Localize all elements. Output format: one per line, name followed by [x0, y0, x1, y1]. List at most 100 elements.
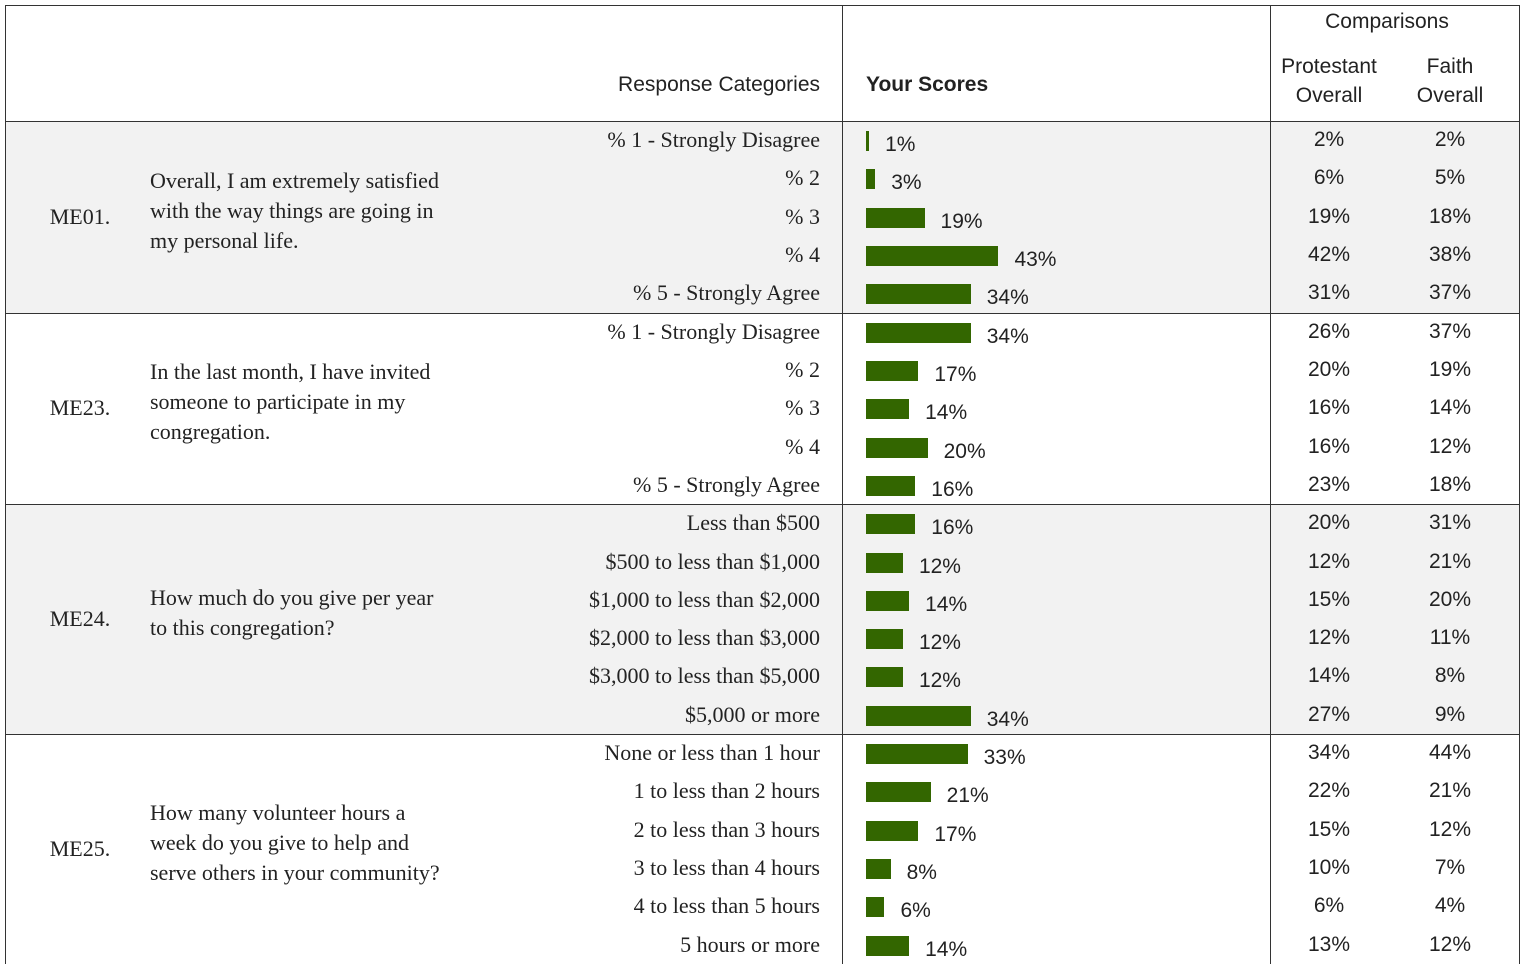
response-category: $500 to less than $1,000 — [605, 548, 821, 574]
faith-score: 11% — [1429, 626, 1471, 650]
faith-score: 20% — [1428, 587, 1472, 611]
section-background — [6, 121, 1519, 313]
protestant-score: 23% — [1307, 472, 1351, 496]
protestant-score: 12% — [1307, 549, 1351, 573]
score-label: 17% — [934, 362, 977, 386]
score-bar — [866, 514, 916, 535]
faith-score: 4% — [1434, 894, 1466, 918]
score-bar — [866, 859, 891, 880]
faith-score: 9% — [1434, 702, 1466, 726]
score-bar — [866, 169, 876, 190]
score-label: 14% — [925, 592, 968, 616]
score-bar — [866, 629, 903, 650]
faith-score: 18% — [1428, 204, 1472, 228]
score-label: 21% — [946, 784, 989, 808]
score-bar — [866, 744, 968, 765]
score-label: 34% — [986, 286, 1029, 310]
response-category: % 2 — [785, 165, 820, 191]
score-bar — [866, 552, 903, 573]
score-label: 34% — [986, 707, 1029, 731]
response-category: % 5 - Strongly Agree — [633, 471, 820, 497]
section-divider — [5, 121, 1520, 122]
column-divider — [842, 5, 843, 964]
protestant-score: 6% — [1313, 894, 1345, 918]
score-label: 20% — [943, 439, 986, 463]
border — [5, 5, 6, 964]
response-category: 5 hours or more — [680, 931, 820, 957]
score-label: 17% — [934, 822, 977, 846]
score-label: 12% — [918, 631, 961, 655]
response-category: Less than $500 — [686, 510, 820, 536]
response-category: % 3 — [785, 203, 820, 229]
faith-score: 7% — [1434, 856, 1466, 880]
question-code: ME25. — [49, 836, 111, 862]
score-label: 6% — [900, 899, 931, 923]
protestant-score: 20% — [1307, 357, 1351, 381]
score-label: 3% — [891, 171, 922, 195]
response-category: None or less than 1 hour — [604, 740, 820, 766]
score-bar — [866, 360, 919, 381]
faith-score: 14% — [1428, 396, 1472, 420]
faith-score: 38% — [1428, 242, 1472, 266]
protestant-score: 16% — [1307, 434, 1351, 458]
response-category: % 3 — [785, 395, 820, 421]
faith-score: 37% — [1428, 319, 1472, 343]
score-bar — [866, 782, 931, 803]
score-label: 8% — [906, 861, 937, 885]
comparisons-header: Comparisons — [1325, 10, 1449, 33]
score-bar — [866, 820, 919, 841]
score-bar — [866, 284, 971, 305]
score-bar — [866, 897, 885, 918]
response-category: $2,000 to less than $3,000 — [589, 625, 820, 651]
response-category: 2 to less than 3 hours — [633, 816, 820, 842]
protestant-score: 34% — [1307, 741, 1351, 765]
score-bar — [866, 705, 971, 726]
score-bar — [866, 437, 928, 458]
protestant-score: 14% — [1307, 664, 1351, 688]
score-bar — [866, 935, 910, 956]
score-bar — [866, 131, 870, 151]
response-category: % 2 — [785, 356, 820, 382]
score-label: 12% — [918, 554, 961, 578]
response-category: $1,000 to less than $2,000 — [589, 586, 820, 612]
faith-score: 8% — [1434, 664, 1466, 688]
score-label: 12% — [918, 669, 961, 693]
faith-header: Faith Overall — [1416, 55, 1484, 107]
faith-score: 12% — [1428, 817, 1472, 841]
faith-score: 21% — [1428, 779, 1472, 803]
protestant-score: 6% — [1313, 166, 1345, 190]
score-label: 14% — [925, 401, 968, 425]
score-label: 43% — [1014, 247, 1057, 271]
protestant-score: 16% — [1307, 396, 1351, 420]
border — [5, 5, 1520, 6]
response-category: % 1 - Strongly Disagree — [607, 318, 820, 344]
protestant-score: 10% — [1307, 856, 1351, 880]
question-text: How many volunteer hours a week do you g… — [150, 800, 440, 886]
response-category: 3 to less than 4 hours — [633, 855, 820, 881]
score-bar — [866, 590, 910, 611]
column-divider — [1270, 5, 1271, 964]
response-category: % 5 - Strongly Agree — [633, 280, 820, 306]
score-bar — [866, 245, 999, 266]
faith-score: 12% — [1428, 932, 1472, 956]
response-category: % 4 — [785, 241, 820, 267]
scores-header: Your Scores — [866, 73, 989, 96]
question-code: ME23. — [49, 395, 111, 421]
faith-score: 2% — [1434, 128, 1466, 151]
question-text: Overall, I am extremely satisfied with t… — [150, 167, 439, 253]
faith-score: 5% — [1434, 166, 1466, 190]
faith-score: 31% — [1428, 511, 1472, 535]
question-code: ME24. — [49, 606, 111, 632]
section-divider — [5, 312, 1520, 314]
score-label: 33% — [983, 746, 1026, 770]
protestant-score: 12% — [1307, 626, 1351, 650]
protestant-score: 31% — [1307, 281, 1351, 305]
border — [1519, 5, 1520, 964]
faith-score: 19% — [1428, 357, 1472, 381]
protestant-score: 20% — [1307, 511, 1351, 535]
question-text: In the last month, I have invited someon… — [150, 359, 431, 445]
faith-score: 44% — [1428, 741, 1472, 765]
protestant-header: Protestant Overall — [1281, 55, 1377, 107]
protestant-score: 42% — [1307, 242, 1351, 266]
section-background — [6, 504, 1519, 735]
